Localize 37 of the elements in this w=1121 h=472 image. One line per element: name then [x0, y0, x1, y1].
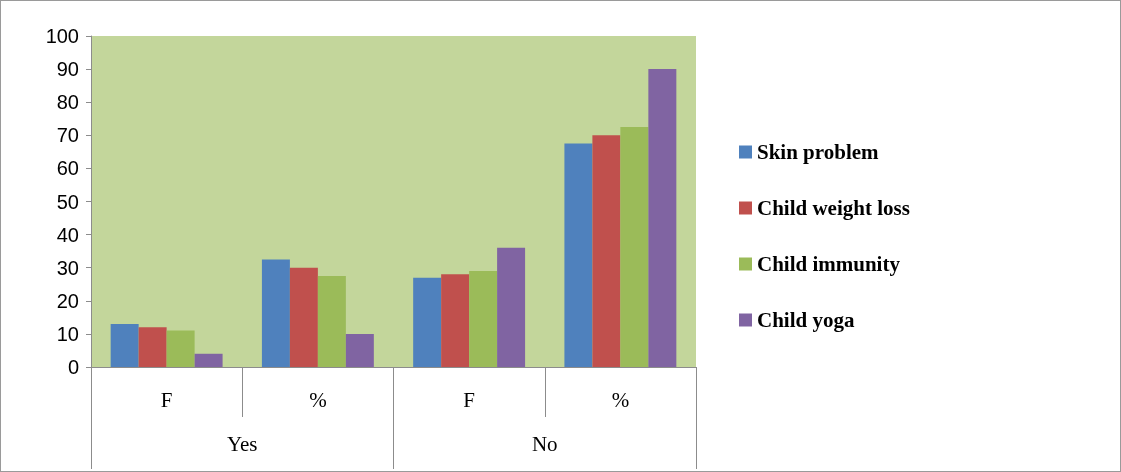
- y-tick-label: 60: [56, 157, 79, 180]
- x-tick-label: F: [463, 387, 475, 412]
- legend-label: Child weight loss: [757, 196, 910, 220]
- y-tick-label: 10: [56, 322, 79, 345]
- bar: [469, 271, 498, 367]
- y-tick-label: 20: [56, 289, 79, 312]
- bar: [110, 323, 139, 367]
- text: No: [531, 431, 558, 456]
- bar: [648, 69, 677, 367]
- x-tick-label: %: [309, 387, 327, 412]
- x-tick-label: %: [611, 387, 630, 412]
- y-tick-label: 0: [67, 356, 79, 378]
- bar: [413, 277, 442, 367]
- bar: [441, 274, 470, 367]
- bar: [497, 247, 526, 367]
- bar: [564, 143, 593, 367]
- y-tick-label: 80: [56, 91, 79, 114]
- legend-label: Child yoga: [757, 308, 855, 332]
- x-tick-label: F: [160, 387, 173, 412]
- bar: [317, 275, 346, 367]
- bar: [592, 135, 621, 367]
- y-tick-label: 50: [56, 190, 79, 213]
- y-tick-label: 30: [56, 256, 79, 279]
- bar: [194, 353, 223, 367]
- bar: [138, 327, 167, 367]
- legend-label: Child immunity: [757, 252, 901, 276]
- y-tick-label: 90: [56, 58, 79, 81]
- bar: [166, 330, 195, 367]
- bar: [620, 127, 649, 367]
- text: Yes: [226, 431, 258, 456]
- bar: [261, 259, 290, 367]
- bar: [289, 267, 318, 367]
- bar: [345, 333, 374, 367]
- legend-label: Skin problem: [757, 140, 880, 164]
- y-tick-label: 100: [45, 25, 79, 47]
- y-tick-label: 40: [56, 223, 79, 246]
- y-tick-label: 70: [56, 124, 79, 147]
